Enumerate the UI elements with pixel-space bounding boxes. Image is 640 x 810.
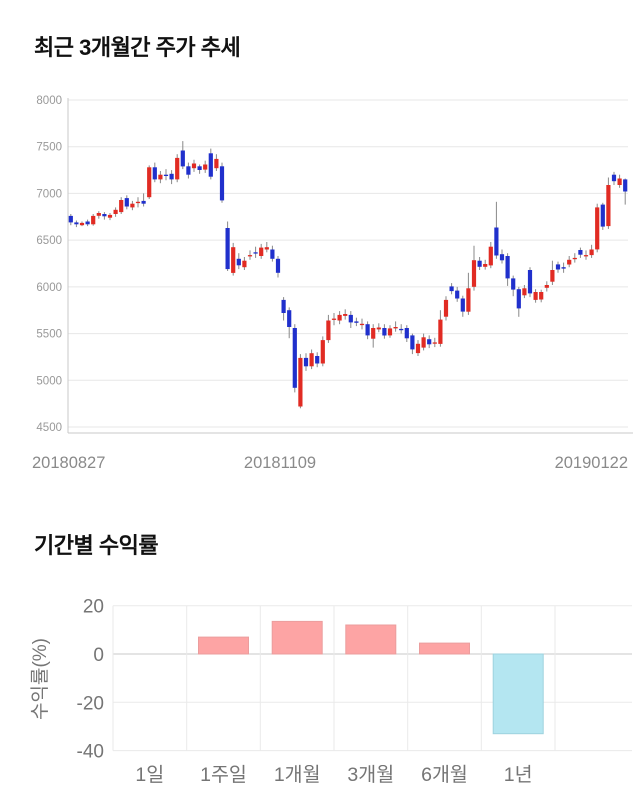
svg-text:0: 0 (93, 645, 104, 666)
svg-text:5000: 5000 (36, 375, 62, 387)
svg-text:-20: -20 (77, 693, 104, 714)
svg-text:수익률(%): 수익률(%) (29, 638, 51, 720)
svg-text:3개월: 3개월 (347, 764, 394, 786)
svg-text:6500: 6500 (36, 235, 62, 247)
price-chart-title: 최근 3개월간 주가 추세 (34, 35, 241, 60)
svg-text:20: 20 (83, 597, 104, 618)
svg-text:5500: 5500 (36, 329, 62, 341)
svg-text:8000: 8000 (36, 95, 62, 107)
price-chart: 8000 7500 7000 6500 6000 5500 5000 4500 20180827… (32, 95, 633, 472)
svg-text:6개월: 6개월 (421, 764, 468, 786)
svg-text:1주일: 1주일 (200, 764, 247, 786)
svg-text:-40: -40 (77, 742, 104, 763)
svg-text:20181109: 20181109 (244, 454, 316, 472)
svg-text:1일: 1일 (135, 764, 164, 786)
returns-chart: 20 0 -20 -40 1일 1주일 1개월 3개월 6개월 1년 수익률(%) (29, 597, 632, 786)
svg-text:4500: 4500 (36, 422, 62, 434)
svg-text:7500: 7500 (36, 142, 62, 154)
returns-chart-title: 기간별 수익률 (34, 533, 159, 558)
svg-text:20180827: 20180827 (32, 454, 105, 472)
svg-text:20190122: 20190122 (555, 454, 628, 472)
svg-text:6000: 6000 (36, 282, 62, 294)
svg-text:7000: 7000 (36, 188, 62, 200)
svg-text:1년: 1년 (504, 764, 533, 786)
svg-text:1개월: 1개월 (274, 764, 321, 786)
